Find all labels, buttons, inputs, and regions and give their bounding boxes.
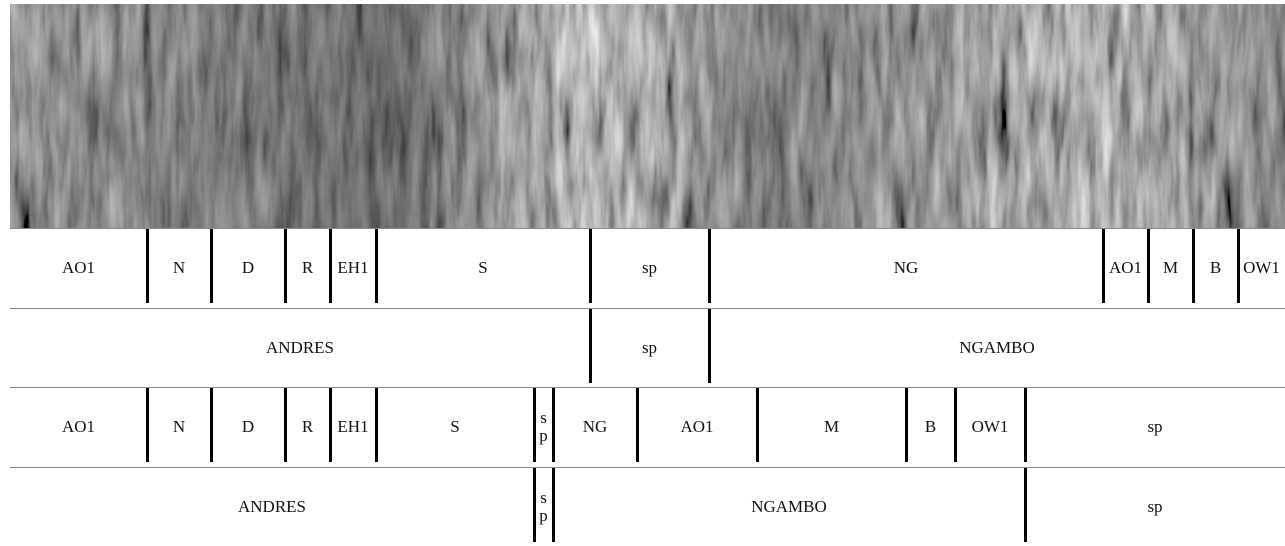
- segment-label: R: [285, 388, 330, 466]
- segment-label: M: [757, 388, 906, 466]
- segment-label: sp: [534, 468, 553, 546]
- boundary: [589, 229, 592, 303]
- boundary: [533, 468, 536, 542]
- segment-label: N: [147, 388, 211, 466]
- boundary: [375, 388, 378, 462]
- spectrogram: [10, 4, 1285, 228]
- boundary: [533, 388, 536, 462]
- segment-label: ANDRES: [10, 468, 534, 546]
- boundary: [708, 309, 711, 383]
- segment-label: ANDRES: [10, 309, 590, 387]
- boundary: [708, 229, 711, 303]
- boundary: [1024, 388, 1027, 462]
- segment-label: R: [285, 229, 330, 307]
- page: AO1NDREH1SspNGAO1MBOW1ANDRESspNGAMBOAO1N…: [0, 0, 1285, 546]
- boundary: [756, 388, 759, 462]
- boundary: [1102, 229, 1105, 303]
- segment-label: sp: [1025, 468, 1285, 546]
- segment-label: S: [376, 229, 590, 307]
- segment-label: sp: [1025, 388, 1285, 466]
- segment-label: D: [211, 388, 285, 466]
- boundary: [284, 388, 287, 462]
- segment-label: AO1: [10, 229, 147, 307]
- boundary: [329, 388, 332, 462]
- segment-label: AO1: [10, 388, 147, 466]
- segment-label: sp: [534, 388, 553, 466]
- boundary: [146, 388, 149, 462]
- boundary: [1237, 229, 1240, 303]
- segment-label: sp: [590, 229, 709, 307]
- segment-label: sp: [590, 309, 709, 387]
- segment-label: NGAMBO: [709, 309, 1285, 387]
- boundary: [552, 388, 555, 462]
- segment-label: NG: [553, 388, 637, 466]
- segment-label: AO1: [637, 388, 757, 466]
- boundary: [284, 229, 287, 303]
- segment-label: B: [1193, 229, 1238, 307]
- segment-label: EH1: [330, 229, 376, 307]
- spectrogram-shade: [10, 4, 1285, 228]
- boundary: [589, 309, 592, 383]
- segment-label: OW1: [955, 388, 1025, 466]
- boundary: [329, 229, 332, 303]
- segment-label: OW1: [1238, 229, 1285, 307]
- segment-label: NG: [709, 229, 1103, 307]
- boundary: [210, 229, 213, 303]
- boundary: [210, 388, 213, 462]
- segment-label: M: [1148, 229, 1193, 307]
- segment-label: S: [376, 388, 534, 466]
- segment-label: EH1: [330, 388, 376, 466]
- boundary: [1192, 229, 1195, 303]
- segment-label: AO1: [1103, 229, 1148, 307]
- boundary: [1147, 229, 1150, 303]
- boundary: [552, 468, 555, 542]
- segment-label: N: [147, 229, 211, 307]
- boundary: [1024, 468, 1027, 542]
- segment-label: D: [211, 229, 285, 307]
- boundary: [905, 388, 908, 462]
- segment-label: NGAMBO: [553, 468, 1025, 546]
- boundary: [146, 229, 149, 303]
- boundary: [954, 388, 957, 462]
- segment-label: B: [906, 388, 955, 466]
- boundary: [375, 229, 378, 303]
- boundary: [636, 388, 639, 462]
